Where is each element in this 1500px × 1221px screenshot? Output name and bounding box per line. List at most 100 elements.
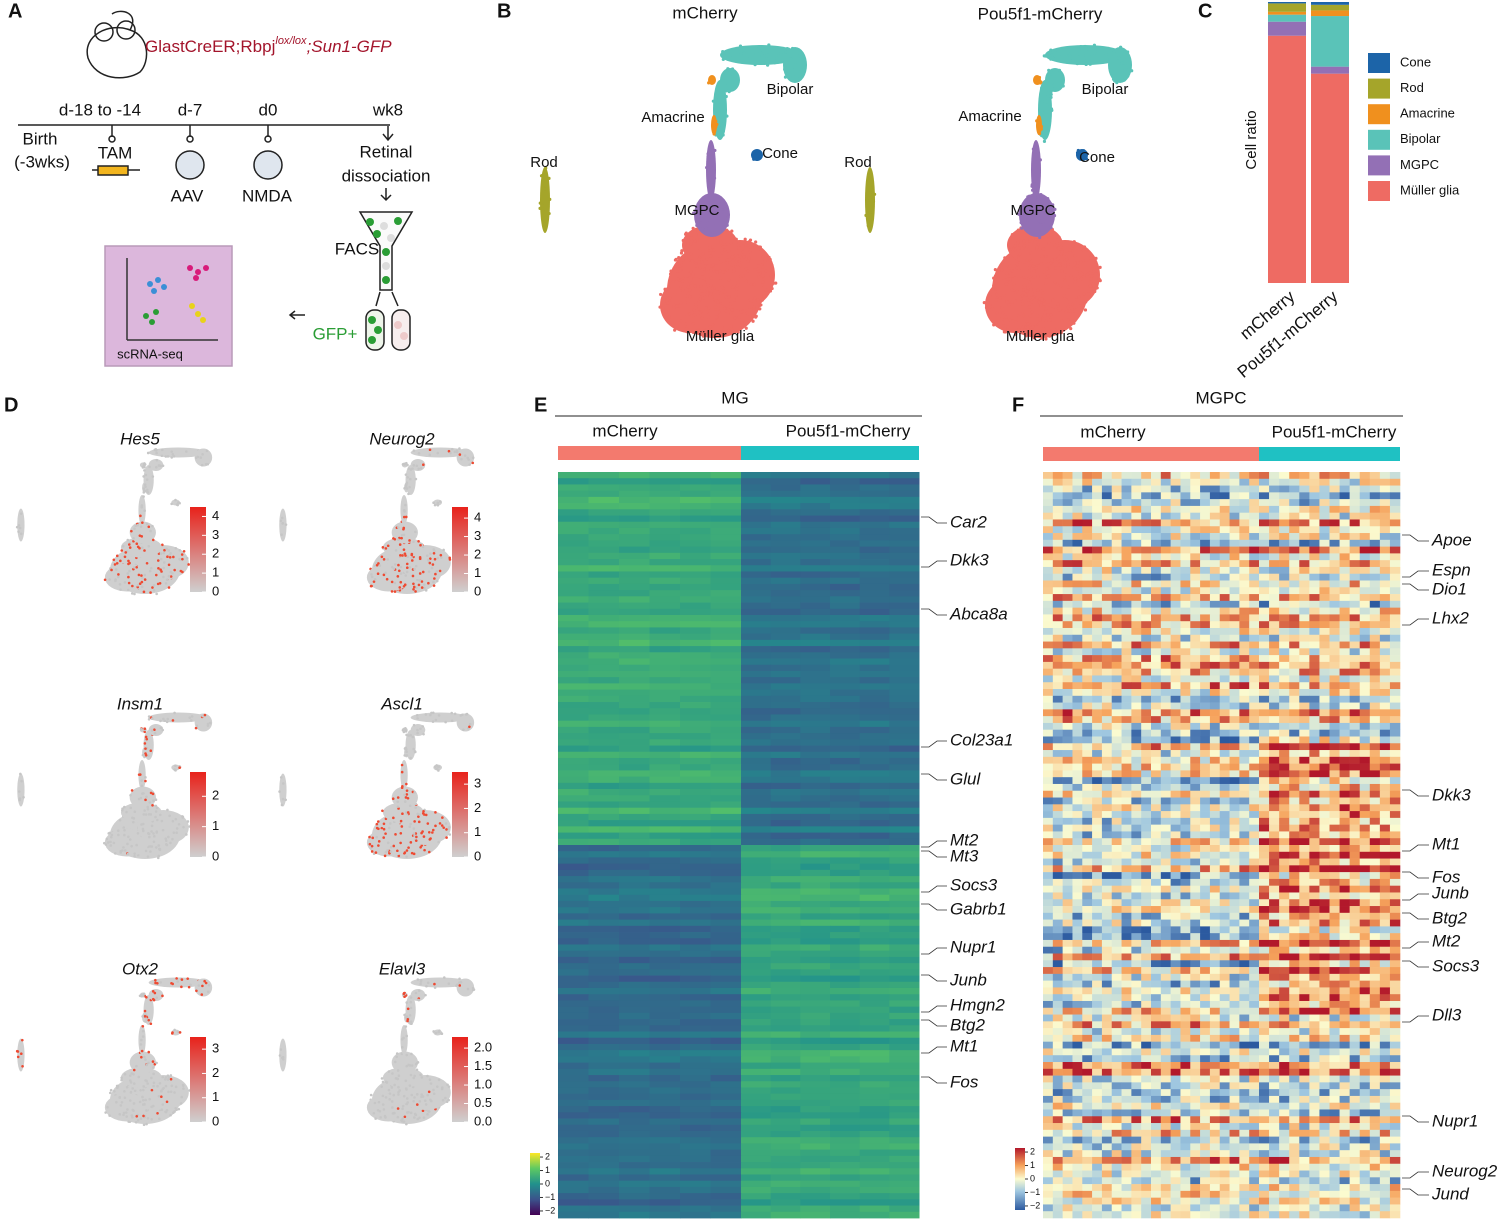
umap-cell: [725, 223, 729, 227]
umap-cell: [994, 298, 998, 302]
heatmap-cell: [830, 646, 861, 653]
umap-cell: [167, 549, 171, 552]
umap-cell: [397, 563, 400, 567]
timepoint: d-7: [178, 100, 203, 119]
heatmap-cell: [558, 1168, 589, 1175]
umap-cell: [109, 840, 112, 844]
heatmap-cell: [1279, 492, 1290, 500]
umap-cell: [433, 986, 437, 989]
heatmap-cell: [649, 950, 681, 958]
heatmap-cell: [619, 1087, 650, 1095]
heatmap-cell: [859, 789, 890, 796]
umap-cell: [146, 1116, 150, 1120]
heatmap-cell: [889, 590, 920, 597]
heatmap-cell: [741, 1143, 772, 1151]
heatmap-cell: [619, 888, 650, 896]
heatmap-cell: [770, 1180, 801, 1188]
heatmap-cell: [558, 552, 589, 560]
heatmap-cell: [1389, 478, 1401, 486]
umap-cell: [992, 323, 996, 327]
heatmap-cell: [830, 1093, 861, 1101]
heatmap-cell: [710, 1068, 742, 1076]
eye: [253, 150, 283, 180]
umap-cell: [746, 259, 750, 263]
heatmap-cell: [588, 1118, 620, 1126]
heatmap-cell: [710, 894, 742, 902]
umap-cell: [139, 796, 143, 800]
umap-cell: [730, 229, 734, 233]
heatmap-cell: [619, 1099, 650, 1107]
umap-cell: [724, 94, 728, 99]
umap-cell: [1035, 119, 1039, 123]
heatmap-cell: [859, 969, 890, 976]
umap-cell: [1016, 228, 1020, 232]
umap-cell: [432, 1030, 435, 1033]
heatmap-cell: [588, 478, 620, 485]
heatmap-cell: [741, 484, 772, 492]
heatmap-cell: [558, 670, 589, 678]
heatmap-cell: [830, 527, 861, 535]
heatmap-cell: [770, 863, 801, 871]
heatmap-cell: [800, 1118, 831, 1126]
heatmap-cell: [558, 745, 589, 753]
umap-cell: [140, 1038, 143, 1042]
umap-cell: [19, 512, 23, 515]
umap-cell: [143, 727, 147, 731]
heatmap-cell: [619, 521, 650, 529]
heatmap-cell: [619, 863, 650, 871]
umap-cell: [766, 63, 770, 67]
umap-cell: [689, 269, 693, 274]
umap-cell: [432, 580, 435, 584]
umap-cell: [1017, 268, 1021, 272]
heatmap-cell: [588, 1180, 620, 1188]
umap-cell: [120, 1076, 123, 1080]
heatmap-cell: [588, 490, 620, 498]
heatmap-cell: [889, 1075, 920, 1082]
umap-cell: [178, 766, 181, 770]
umap-cell: [17, 530, 20, 533]
heatmap-cell: [1379, 492, 1391, 500]
heatmap-cell: [800, 932, 831, 939]
heatmap-cell: [1359, 472, 1371, 480]
umap-cell: [162, 717, 165, 721]
umap-cell: [150, 1088, 154, 1092]
umap-cell: [171, 982, 175, 986]
umap-cell: [708, 325, 712, 329]
heatmap-cell: [619, 975, 650, 983]
heatmap-cell: [770, 1205, 801, 1213]
heatmap-cell: [889, 720, 920, 728]
umap-cell: [542, 201, 546, 205]
heatmap-cell: [889, 503, 920, 510]
umap-cell: [791, 73, 795, 78]
umap-cell: [1126, 74, 1130, 78]
heatmap-cell: [800, 745, 831, 753]
heatmap-cell: [800, 1162, 831, 1169]
umap-cell: [381, 546, 385, 549]
heatmap-cell: [800, 925, 831, 933]
heatmap-cell: [770, 689, 801, 697]
heatmap-cell: [619, 869, 650, 877]
umap-cell: [1045, 103, 1049, 107]
umap-cell: [699, 292, 704, 296]
heatmap-cell: [889, 857, 920, 865]
umap-cell: [718, 257, 722, 261]
heatmap-cell: [770, 1124, 801, 1132]
umap-cell: [165, 1108, 169, 1112]
umap-cell: [1013, 299, 1017, 303]
umap-cell: [701, 296, 705, 300]
heatmap-cell: [1209, 478, 1221, 486]
heatmap-cell: [649, 540, 681, 547]
umap-cell: [402, 533, 406, 537]
heatmap-cell: [770, 621, 801, 628]
heatmap-cell: [830, 565, 861, 572]
umap-cell: [1019, 220, 1023, 225]
umap-cell: [284, 523, 288, 526]
umap-cell: [466, 456, 470, 460]
umap-cell: [708, 246, 712, 250]
heatmap-cell: [859, 1068, 890, 1076]
umap-cell: [458, 453, 462, 456]
umap-cell: [748, 250, 752, 254]
umap-cell: [1031, 275, 1036, 280]
heatmap-cell: [680, 1075, 711, 1082]
umap-cell: [1120, 52, 1125, 56]
